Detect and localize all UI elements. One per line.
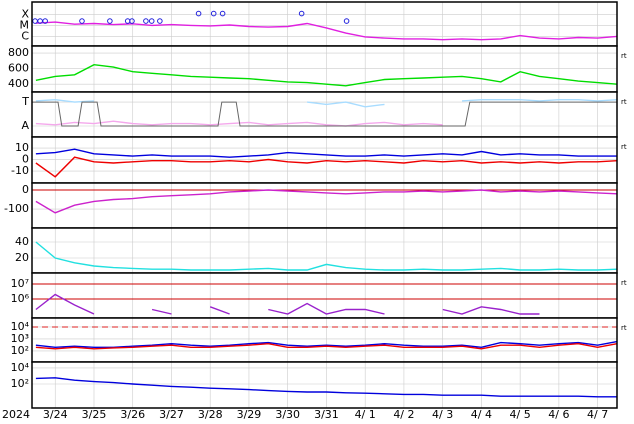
y-tick-label: 10² <box>11 377 29 390</box>
y-tick-label: 400 <box>8 77 29 90</box>
panel <box>32 362 617 408</box>
y-tick-label: A <box>21 119 29 132</box>
y-tick-label: 20 <box>15 251 29 264</box>
y-tick-label: M <box>20 18 30 31</box>
series-line <box>35 156 618 178</box>
series-line <box>35 63 618 87</box>
y-tick-label: 10⁴ <box>11 320 30 333</box>
panel-note: rt <box>621 324 627 332</box>
y-tick-label: -10 <box>11 164 29 177</box>
y-tick-label: 10⁷ <box>11 277 29 290</box>
flare-marker <box>195 10 202 17</box>
series-line <box>35 377 617 398</box>
panel <box>32 92 617 137</box>
y-tick-label: T <box>21 95 29 108</box>
x-tick-label: 4/ 1 <box>355 408 376 421</box>
flare-marker <box>343 18 350 24</box>
x-tick-label: 4/ 6 <box>548 408 569 421</box>
flare-marker <box>298 10 305 17</box>
flare-marker <box>107 18 113 24</box>
panel-note: rt <box>621 279 627 287</box>
flare-marker <box>143 18 149 24</box>
flare-marker <box>210 10 217 17</box>
series-line <box>35 340 618 349</box>
x-tick-label: 4/ 2 <box>393 408 414 421</box>
panel-note: rt <box>621 98 627 106</box>
x-tick-label: 3/27 <box>159 408 184 421</box>
year-label: 2024 <box>2 408 30 421</box>
flare-marker <box>79 18 85 24</box>
series-line <box>32 101 617 127</box>
panel-frame <box>31 361 618 409</box>
y-tick-label: X <box>21 7 29 20</box>
x-tick-label: 3/29 <box>237 408 262 421</box>
series-line <box>35 241 618 271</box>
x-tick-label: 3/26 <box>120 408 145 421</box>
series-line <box>35 98 618 108</box>
panel-note: rt <box>621 52 627 60</box>
x-tick-label: 3/28 <box>198 408 223 421</box>
flare-marker <box>148 18 155 24</box>
panel <box>32 228 617 273</box>
series-line <box>35 293 540 315</box>
y-tick-label: 10⁴ <box>11 361 30 374</box>
x-tick-label: 4/ 7 <box>587 408 608 421</box>
x-tick-label: 3/31 <box>314 408 339 421</box>
y-tick-label: 0 <box>22 153 29 166</box>
x-tick-label: 3/30 <box>275 408 300 421</box>
y-tick-label: 800 <box>8 46 29 59</box>
series-line <box>35 21 618 41</box>
y-tick-label: C <box>21 29 29 42</box>
series-line <box>35 342 618 350</box>
panel <box>32 273 617 318</box>
panel-note: rt <box>621 143 627 151</box>
x-tick-label: 4/ 5 <box>510 408 531 421</box>
y-tick-label: 10⁶ <box>11 292 30 305</box>
panel <box>32 137 617 183</box>
y-tick-label: 40 <box>15 235 29 248</box>
flare-marker <box>219 10 226 17</box>
y-tick-label: 600 <box>8 62 29 75</box>
series-line <box>35 148 617 158</box>
x-tick-label: 3/24 <box>43 408 68 421</box>
series-line <box>35 189 618 214</box>
y-tick-label: 10² <box>11 344 29 357</box>
panel <box>32 318 617 362</box>
y-tick-label: 10 <box>15 141 29 154</box>
y-tick-label: 10³ <box>11 332 29 345</box>
y-tick-label: 0 <box>22 183 29 196</box>
y-tick-label: -100 <box>4 202 29 215</box>
x-tick-label: 3/25 <box>82 408 107 421</box>
x-tick-label: 4/ 3 <box>432 408 453 421</box>
x-tick-label: 4/ 4 <box>471 408 492 421</box>
flare-marker <box>42 18 48 24</box>
flare-marker <box>129 18 135 24</box>
flare-marker <box>157 18 163 24</box>
